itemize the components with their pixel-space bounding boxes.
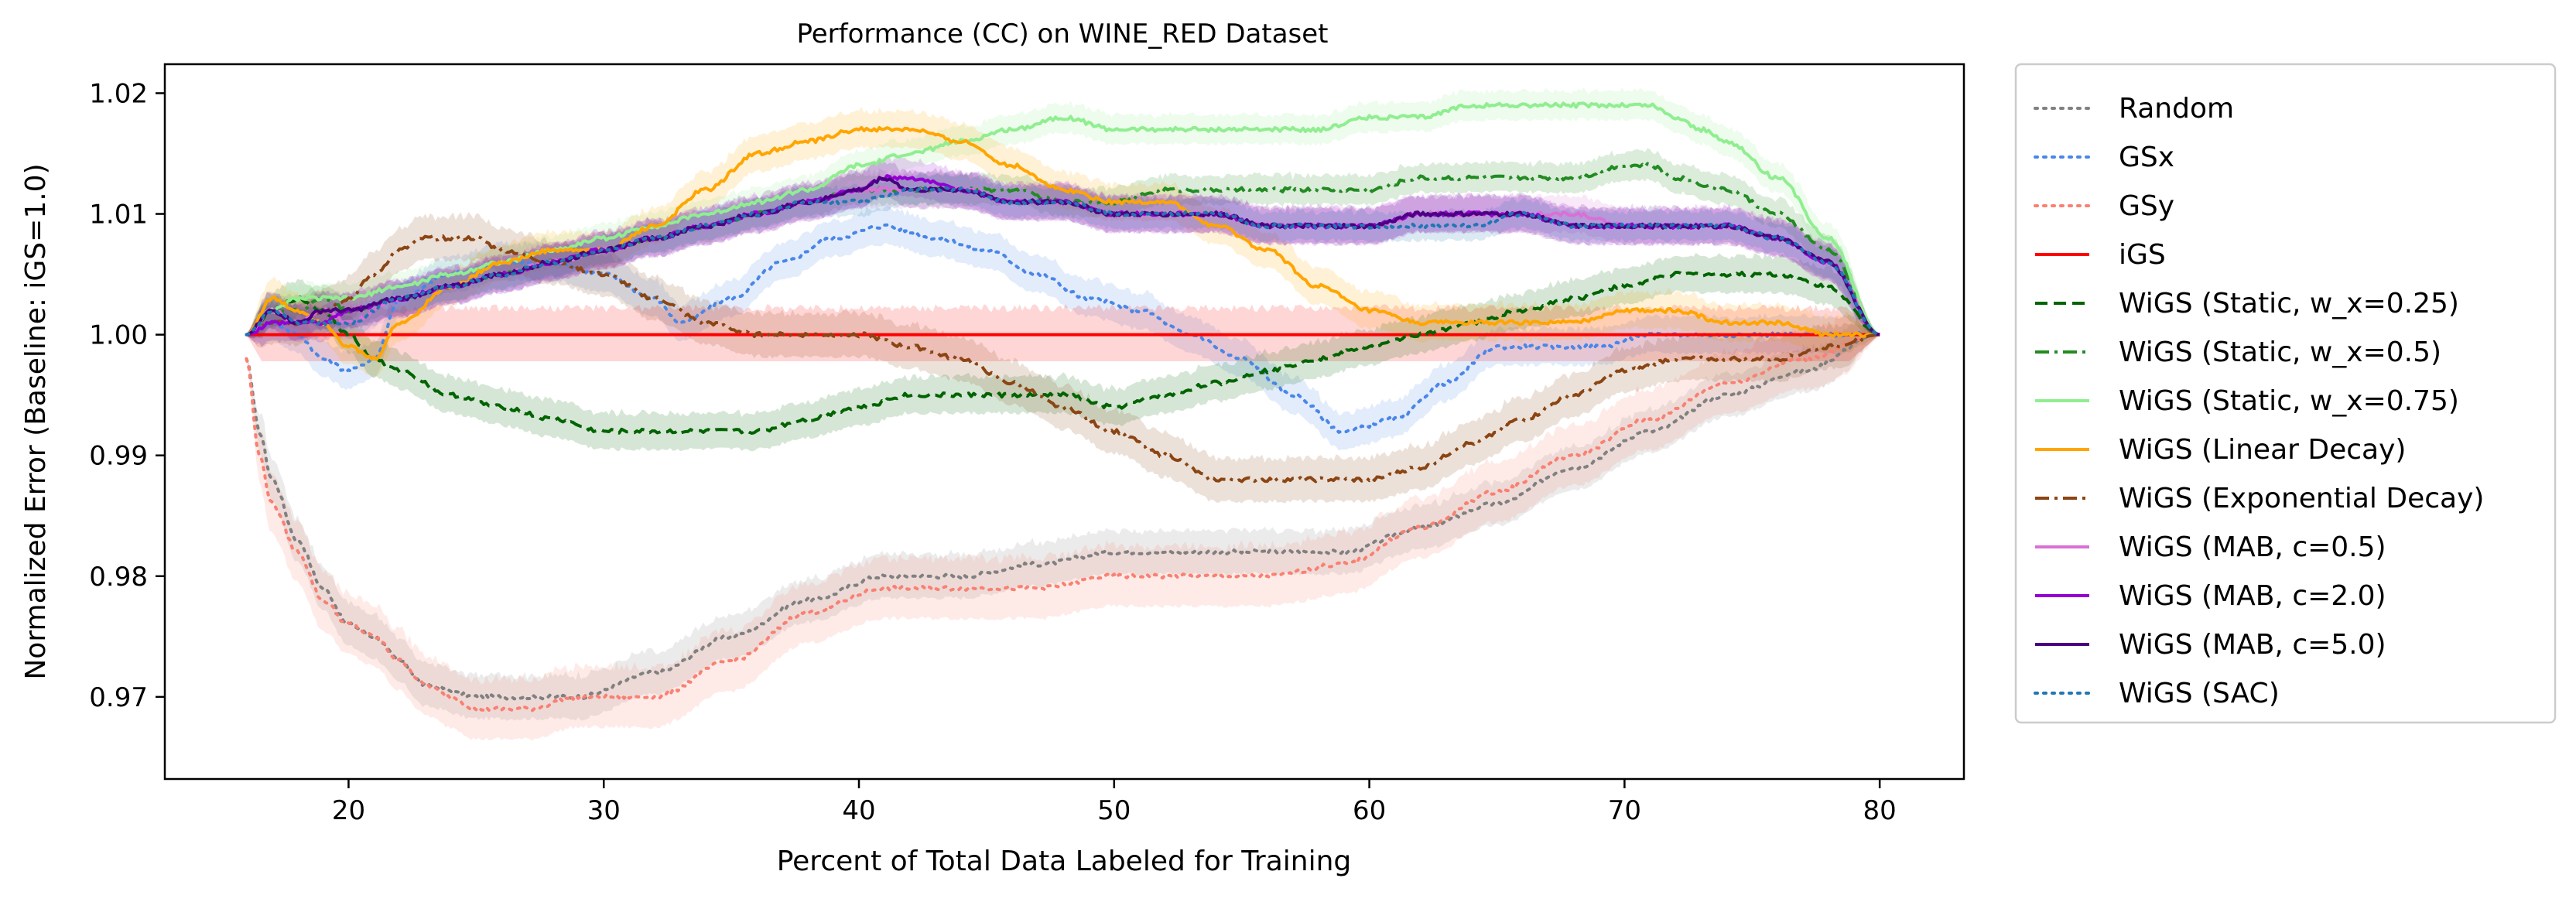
x-tick-label: 50	[1097, 795, 1131, 826]
y-tick-label: 1.02	[89, 78, 148, 109]
legend-label: iGS	[2119, 239, 2166, 271]
legend-label: WiGS (MAB, c=5.0)	[2119, 629, 2386, 661]
x-axis: 20 30 40 50 60 70 80	[332, 779, 1897, 826]
series-band	[246, 157, 1880, 342]
legend-label: WiGS (MAB, c=0.5)	[2119, 531, 2386, 563]
legend-frame	[2014, 63, 2557, 724]
legend-label: WiGS (Static, w_x=0.5)	[2119, 337, 2441, 368]
x-tick-label: 80	[1863, 795, 1897, 826]
legend: Random GSx GSy iGS WiGS (Static, w_x=0.25) Wi…	[2014, 63, 2557, 724]
series-line	[245, 125, 1880, 361]
y-tick-label: 1.01	[89, 200, 148, 231]
legend-items: Random GSx GSy iGS WiGS (Static, w_x=0.25) Wi…	[2034, 93, 2484, 709]
y-tick-label: 1.00	[89, 320, 148, 351]
series-band	[246, 107, 1880, 378]
series-band	[246, 311, 1880, 741]
plot-area	[163, 63, 1965, 781]
x-tick-label: 60	[1353, 795, 1386, 826]
x-tick-label: 40	[842, 795, 875, 826]
series-band	[246, 323, 1880, 721]
legend-label: Random	[2119, 93, 2234, 125]
series-band	[246, 167, 1880, 342]
series-band	[246, 252, 1880, 452]
series-band	[246, 212, 1880, 504]
series-line	[245, 333, 1882, 712]
x-tick-label: 20	[332, 795, 365, 826]
legend-label: GSx	[2119, 142, 2174, 173]
plot-frame	[163, 63, 1965, 781]
legend-label: WiGS (Static, w_x=0.25)	[2119, 288, 2459, 319]
y-axis: 0.97 0.98 0.99 1.00 1.01 1.02	[89, 78, 165, 713]
x-axis-label: Percent of Total Data Labeled for Traini…	[777, 846, 1352, 877]
confidence-bands	[246, 87, 1880, 741]
legend-label: WiGS (SAC)	[2119, 678, 2280, 709]
series-band	[246, 157, 1880, 347]
series-line	[245, 186, 1882, 337]
x-tick-label: 70	[1608, 795, 1641, 826]
legend-label: WiGS (Static, w_x=0.75)	[2119, 385, 2459, 417]
legend-label: GSy	[2119, 190, 2174, 222]
x-tick-label: 30	[587, 795, 621, 826]
y-tick-label: 0.98	[89, 562, 148, 593]
y-tick-label: 0.97	[89, 682, 148, 713]
legend-label: WiGS (Exponential Decay)	[2119, 483, 2484, 514]
legend-label: WiGS (MAB, c=2.0)	[2119, 580, 2386, 612]
legend-label: WiGS (Linear Decay)	[2119, 434, 2406, 466]
series-band	[246, 304, 1880, 361]
y-axis-label: Normalized Error (Baseline: iGS=1.0)	[20, 163, 52, 679]
y-tick-label: 0.99	[89, 441, 148, 472]
series-line	[245, 271, 1880, 435]
series-lines	[245, 101, 1882, 712]
chart-title: Performance (CC) on WINE_RED Dataset	[796, 19, 1328, 50]
